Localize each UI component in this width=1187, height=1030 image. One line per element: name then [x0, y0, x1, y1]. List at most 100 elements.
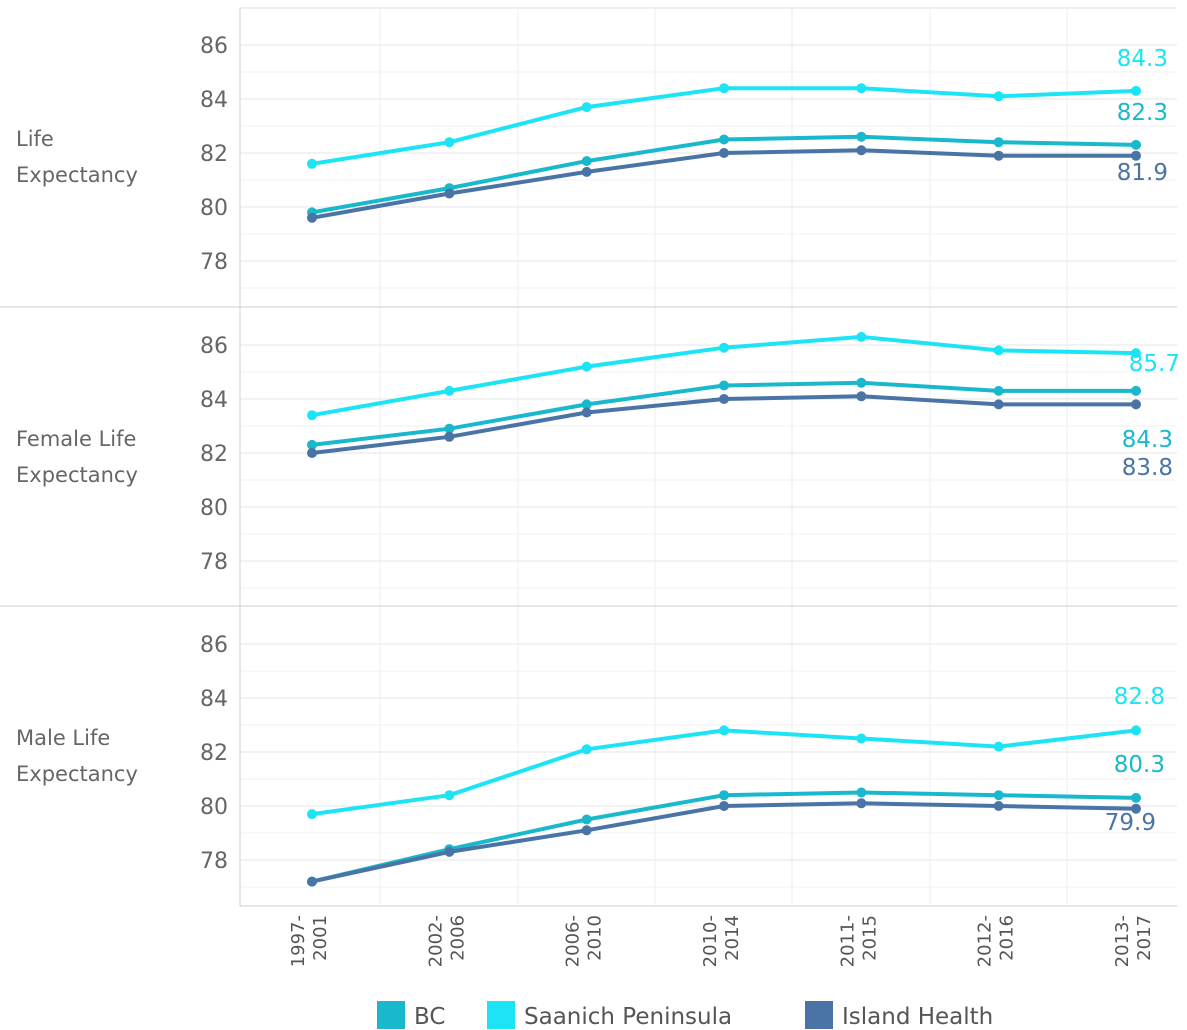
- x-axis-labels: 1997-2001 2002-2006 2006-2010 2010-2014 2011…: [288, 915, 1155, 967]
- y-tick-label: 78: [200, 849, 228, 874]
- data-point-bc: [993, 385, 1004, 396]
- data-point-bc: [1131, 385, 1141, 396]
- data-label-island-health: 81.9: [1117, 160, 1168, 186]
- x-tick-label: 2011-2015: [837, 915, 880, 967]
- row-label-line: Expectancy: [16, 163, 138, 187]
- x-tick-label: 1997-2001: [288, 915, 331, 967]
- legend-item-saanich-peninsula[interactable]: Saanich Peninsula: [487, 1001, 732, 1030]
- x-tick-label-line: 2001: [310, 915, 331, 961]
- y-tick-label: 86: [200, 633, 228, 658]
- data-point-bc: [307, 439, 317, 450]
- x-tick-label-line: 2015: [859, 915, 880, 961]
- data-label-saanich-peninsula: 85.7: [1129, 351, 1180, 377]
- legend-label: Saanich Peninsula: [524, 1004, 732, 1030]
- y-tick-label: 78: [200, 250, 228, 275]
- data-point-saanich-peninsula: [993, 345, 1004, 356]
- x-tick-label-line: 2006: [447, 915, 468, 961]
- data-point-island-health: [307, 212, 317, 223]
- x-tick-label: 2002-2006: [425, 915, 468, 967]
- data-point-bc: [581, 399, 592, 410]
- data-point-bc: [581, 156, 592, 167]
- data-point-island-health: [444, 846, 455, 857]
- y-tick-label: 86: [200, 34, 228, 59]
- data-point-saanich-peninsula: [581, 102, 592, 113]
- data-point-island-health: [1131, 150, 1141, 161]
- y-tick-label: 84: [200, 687, 228, 712]
- data-point-island-health: [993, 801, 1004, 811]
- data-point-island-health: [719, 801, 729, 811]
- x-tick-label-line: 2012-: [975, 915, 996, 967]
- data-point-island-health: [856, 145, 867, 156]
- legend-swatch: [487, 1001, 515, 1029]
- data-point-island-health: [307, 876, 317, 887]
- y-tick-label: 84: [200, 388, 228, 413]
- data-point-bc: [856, 377, 867, 388]
- x-tick-label-line: 2010-: [700, 915, 721, 967]
- data-point-island-health: [581, 166, 592, 177]
- y-tick-label: 78: [200, 550, 228, 575]
- x-tick-label-line: 2010: [585, 915, 606, 961]
- x-tick-label: 2012-2016: [975, 915, 1018, 967]
- series-line-island-health: [310, 394, 1138, 455]
- data-point-saanich-peninsula: [719, 342, 729, 353]
- row-label-line: Expectancy: [16, 762, 138, 786]
- data-point-saanich-peninsula: [993, 741, 1004, 752]
- legend-item-island-health[interactable]: Island Health: [805, 1001, 993, 1030]
- data-point-saanich-peninsula: [444, 137, 455, 148]
- data-point-bc: [993, 790, 1004, 801]
- data-point-island-health: [719, 148, 729, 158]
- y-tick-label: 82: [200, 741, 228, 766]
- row-label-line: Expectancy: [16, 463, 138, 487]
- data-point-saanich-peninsula: [1131, 85, 1141, 96]
- x-tick-label-line: 2011-: [837, 915, 858, 967]
- data-point-bc: [719, 790, 729, 801]
- legend-label: Island Health: [842, 1004, 993, 1030]
- data-point-saanich-peninsula: [856, 733, 867, 744]
- data-point-island-health: [993, 150, 1004, 161]
- x-tick-label-line: 2006-: [563, 915, 584, 967]
- data-point-island-health: [1131, 399, 1141, 410]
- data-point-saanich-peninsula: [856, 331, 867, 342]
- data-point-island-health: [307, 448, 317, 458]
- data-label-island-health: 83.8: [1122, 455, 1173, 481]
- data-point-saanich-peninsula: [719, 83, 729, 94]
- data-point-bc: [856, 131, 867, 142]
- data-point-island-health: [856, 391, 867, 402]
- data-point-island-health: [444, 188, 455, 199]
- x-tick-label: 2013-2017: [1112, 915, 1155, 967]
- data-point-saanich-peninsula: [307, 809, 317, 820]
- data-label-bc: 82.3: [1117, 100, 1168, 126]
- data-label-saanich-peninsula: 84.3: [1117, 46, 1168, 72]
- row-label: Life Expectancy: [16, 127, 138, 187]
- x-tick-label-line: 2002-: [425, 915, 446, 967]
- legend-item-bc[interactable]: BC: [377, 1001, 445, 1030]
- x-tick-label-line: 2017: [1134, 915, 1155, 961]
- series-line-island-health: [310, 801, 1138, 884]
- x-tick-label: 2010-2014: [700, 915, 743, 967]
- data-point-bc: [581, 814, 592, 825]
- data-point-saanich-peninsula: [856, 83, 867, 94]
- data-point-island-health: [719, 394, 729, 404]
- data-point-island-health: [444, 431, 455, 442]
- data-point-island-health: [993, 399, 1004, 410]
- data-point-bc: [1131, 139, 1141, 150]
- data-point-island-health: [856, 798, 867, 809]
- legend-swatch: [805, 1001, 833, 1029]
- series-line-island-health: [310, 148, 1138, 220]
- data-point-bc: [993, 137, 1004, 148]
- panel-life-expectancy: Life Expectancy 78 80 82 84 86 82.3 84.3 81.9: [16, 34, 1168, 275]
- legend-label: BC: [414, 1004, 445, 1030]
- data-point-bc: [719, 380, 729, 391]
- y-tick-label: 80: [200, 795, 228, 820]
- y-tick-label: 80: [200, 196, 228, 221]
- data-point-saanich-peninsula: [581, 361, 592, 372]
- data-label-saanich-peninsula: 82.8: [1114, 684, 1165, 710]
- data-point-island-health: [581, 825, 592, 836]
- data-label-bc: 80.3: [1114, 752, 1165, 778]
- row-label-line: Male Life: [16, 726, 110, 750]
- row-label: Male Life Expectancy: [16, 726, 138, 786]
- x-tick-label-line: 2016: [997, 915, 1018, 961]
- data-point-saanich-peninsula: [581, 744, 592, 755]
- row-label-line: Female Life: [16, 427, 136, 451]
